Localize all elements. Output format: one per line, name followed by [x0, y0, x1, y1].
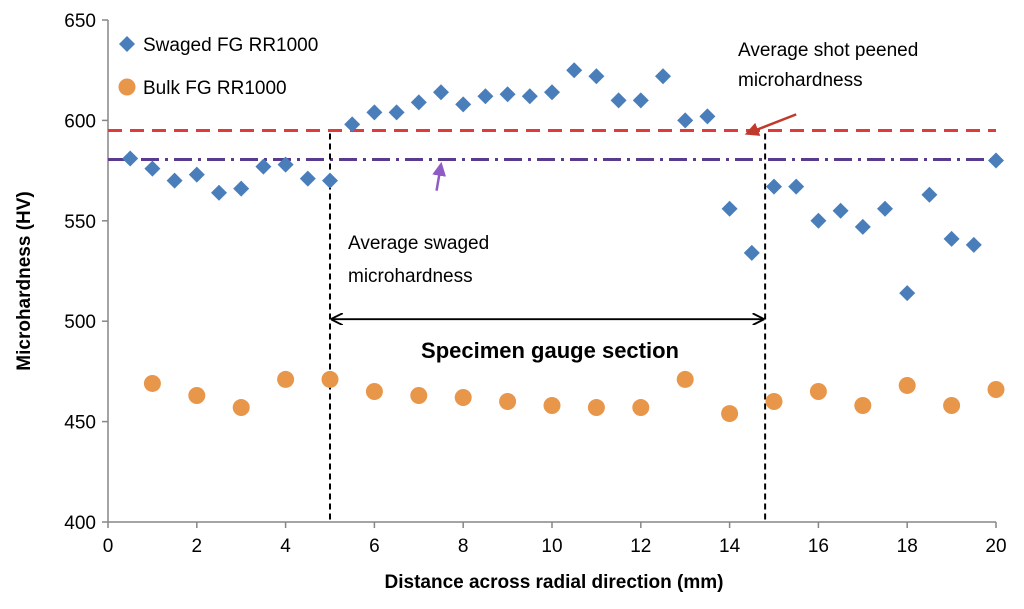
- shot-peened-arrow: [744, 113, 797, 136]
- x-tick-label: 16: [808, 536, 829, 557]
- data-point-swaged: [943, 230, 960, 247]
- series-swaged: [122, 62, 1004, 302]
- y-tick-label: 550: [64, 212, 96, 233]
- data-point-swaged: [743, 244, 760, 261]
- data-point-bulk: [410, 386, 428, 404]
- reference-lines: [108, 113, 996, 522]
- data-point-bulk: [365, 382, 383, 400]
- data-point-bulk: [587, 399, 605, 417]
- data-point-swaged: [322, 172, 338, 189]
- data-point-swaged: [988, 152, 1004, 169]
- data-point-swaged: [144, 160, 161, 177]
- data-point-swaged: [610, 92, 627, 109]
- legend-label-bulk: Bulk FG RR1000: [143, 78, 287, 99]
- data-point-swaged: [766, 178, 782, 195]
- annotation-shot-peened-line1: Average shot peened: [738, 40, 918, 61]
- data-point-swaged: [632, 92, 649, 109]
- data-point-swaged: [410, 94, 427, 111]
- legend-marker-bulk: [118, 78, 136, 96]
- annotations: Average shot peened microhardness Averag…: [348, 40, 918, 363]
- data-point-swaged: [277, 156, 294, 173]
- x-tick-label: 14: [719, 536, 741, 557]
- data-point-swaged: [788, 178, 805, 195]
- legend-label-swaged: Swaged FG RR1000: [143, 35, 318, 56]
- data-point-bulk: [499, 393, 517, 411]
- annotation-swaged-line2: microhardness: [348, 266, 473, 287]
- y-tick-label: 600: [64, 111, 96, 132]
- data-point-bulk: [277, 370, 295, 388]
- data-point-swaged: [166, 172, 183, 189]
- annotation-swaged-line1: Average swaged: [348, 233, 489, 254]
- axes: 400 450 500 550 600 650 0 2 4 6 8 10 12 14 16 18 20: [64, 11, 1006, 557]
- annotation-shot-peened-line2: microhardness: [738, 70, 863, 91]
- x-tick-label: 4: [280, 536, 291, 557]
- data-point-swaged: [810, 212, 827, 229]
- data-point-bulk: [232, 399, 250, 417]
- annotation-gauge-section: Specimen gauge section: [421, 338, 679, 363]
- data-point-swaged: [499, 86, 516, 103]
- data-point-swaged: [965, 236, 982, 253]
- data-point-swaged: [188, 166, 205, 183]
- data-point-bulk: [632, 399, 650, 417]
- data-point-bulk: [765, 393, 783, 411]
- data-point-bulk: [854, 397, 872, 415]
- data-point-bulk: [721, 405, 739, 423]
- x-tick-label: 18: [897, 536, 918, 557]
- y-tick-label: 450: [64, 413, 96, 434]
- data-point-swaged: [455, 96, 472, 113]
- x-tick-label: 20: [985, 536, 1006, 557]
- data-point-swaged: [832, 202, 849, 219]
- data-point-bulk: [454, 389, 472, 407]
- data-point-swaged: [433, 84, 449, 101]
- data-point-swaged: [366, 104, 383, 121]
- data-point-swaged: [344, 116, 361, 133]
- data-point-bulk: [943, 397, 961, 415]
- data-point-bulk: [543, 397, 561, 415]
- data-point-swaged: [677, 112, 694, 129]
- x-axis-title: Distance across radial direction (mm): [385, 572, 724, 593]
- data-point-bulk: [898, 376, 916, 394]
- data-point-swaged: [521, 88, 538, 105]
- swaged-arrow: [432, 161, 447, 191]
- y-tick-label: 500: [64, 312, 96, 333]
- data-point-swaged: [299, 170, 316, 187]
- data-point-swaged: [255, 158, 272, 175]
- data-point-bulk: [188, 386, 206, 404]
- x-tick-label: 12: [630, 536, 651, 557]
- y-tick-label: 400: [64, 513, 96, 534]
- data-point-bulk: [321, 370, 339, 388]
- data-point-swaged: [899, 285, 916, 302]
- data-point-swaged: [566, 62, 583, 79]
- legend: Swaged FG RR1000 Bulk FG RR1000: [118, 35, 318, 99]
- data-point-swaged: [588, 68, 605, 85]
- data-point-swaged: [854, 218, 871, 235]
- data-point-bulk: [809, 382, 827, 400]
- data-point-swaged: [122, 150, 139, 167]
- x-tick-label: 8: [458, 536, 469, 557]
- data-point-swaged: [477, 88, 494, 105]
- series-bulk: [143, 370, 1005, 423]
- data-point-swaged: [877, 200, 893, 217]
- data-point-swaged: [699, 108, 716, 125]
- data-point-bulk: [987, 380, 1005, 398]
- data-point-swaged: [721, 200, 738, 217]
- data-point-swaged: [233, 180, 250, 197]
- data-point-swaged: [544, 84, 560, 101]
- x-tick-label: 2: [192, 536, 203, 557]
- data-point-bulk: [143, 374, 161, 392]
- x-tick-label: 6: [369, 536, 380, 557]
- y-tick-label: 650: [64, 11, 96, 32]
- y-axis-title: Microhardness (HV): [14, 191, 35, 370]
- legend-marker-swaged: [119, 36, 135, 52]
- x-tick-label: 10: [541, 536, 562, 557]
- data-point-swaged: [655, 68, 671, 85]
- data-point-bulk: [676, 370, 694, 388]
- x-tick-label: 0: [103, 536, 114, 557]
- data-point-swaged: [921, 186, 938, 203]
- data-point-swaged: [388, 104, 405, 121]
- data-point-swaged: [211, 184, 227, 201]
